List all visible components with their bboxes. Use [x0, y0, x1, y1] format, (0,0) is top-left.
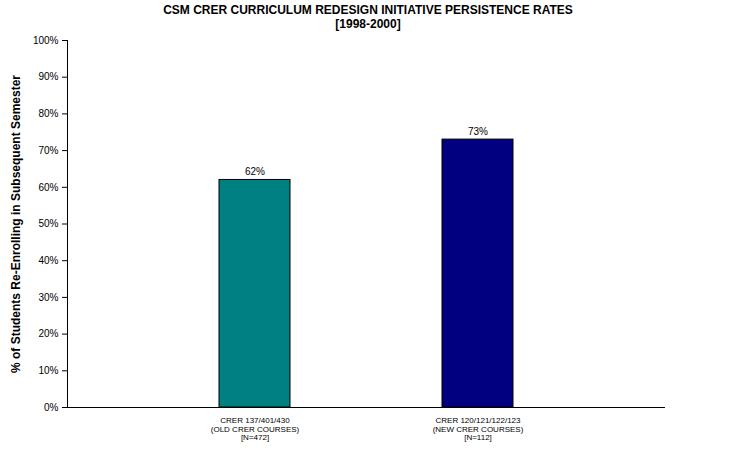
svg-text:0%: 0% [44, 402, 59, 413]
svg-text:60%: 60% [38, 182, 58, 193]
svg-text:70%: 70% [38, 145, 58, 156]
svg-text:80%: 80% [38, 108, 58, 119]
html-text:CSM CRER CURRICULUM REDESIGN I: CSM CRER CURRICULUM REDESIGN INITIATIVE … [163, 3, 573, 17]
svg-text:90%: 90% [38, 71, 58, 82]
svg-text:73%: 73% [468, 126, 488, 137]
svg-text:10%: 10% [38, 365, 58, 376]
svg-text:20%: 20% [38, 328, 58, 339]
svg-text:% of Students Re-Enrolling in: % of Students Re-Enrolling in Subsequent… [9, 75, 23, 373]
svg-text:40%: 40% [38, 255, 58, 266]
svg-text:50%: 50% [38, 218, 58, 229]
svg-text:100%: 100% [33, 35, 59, 46]
html-text:[1998-2000]: [1998-2000] [335, 17, 401, 31]
svg-text:62%: 62% [245, 166, 265, 177]
svg-text:CRER 120/121/122/123(NEW CRER: CRER 120/121/122/123(NEW CRER COURSES)[N… [433, 416, 524, 443]
svg-text:CRER 137/401/430(OLD CRER COUR: CRER 137/401/430(OLD CRER COURSES)[N=472… [211, 416, 300, 443]
svg-text:30%: 30% [38, 292, 58, 303]
